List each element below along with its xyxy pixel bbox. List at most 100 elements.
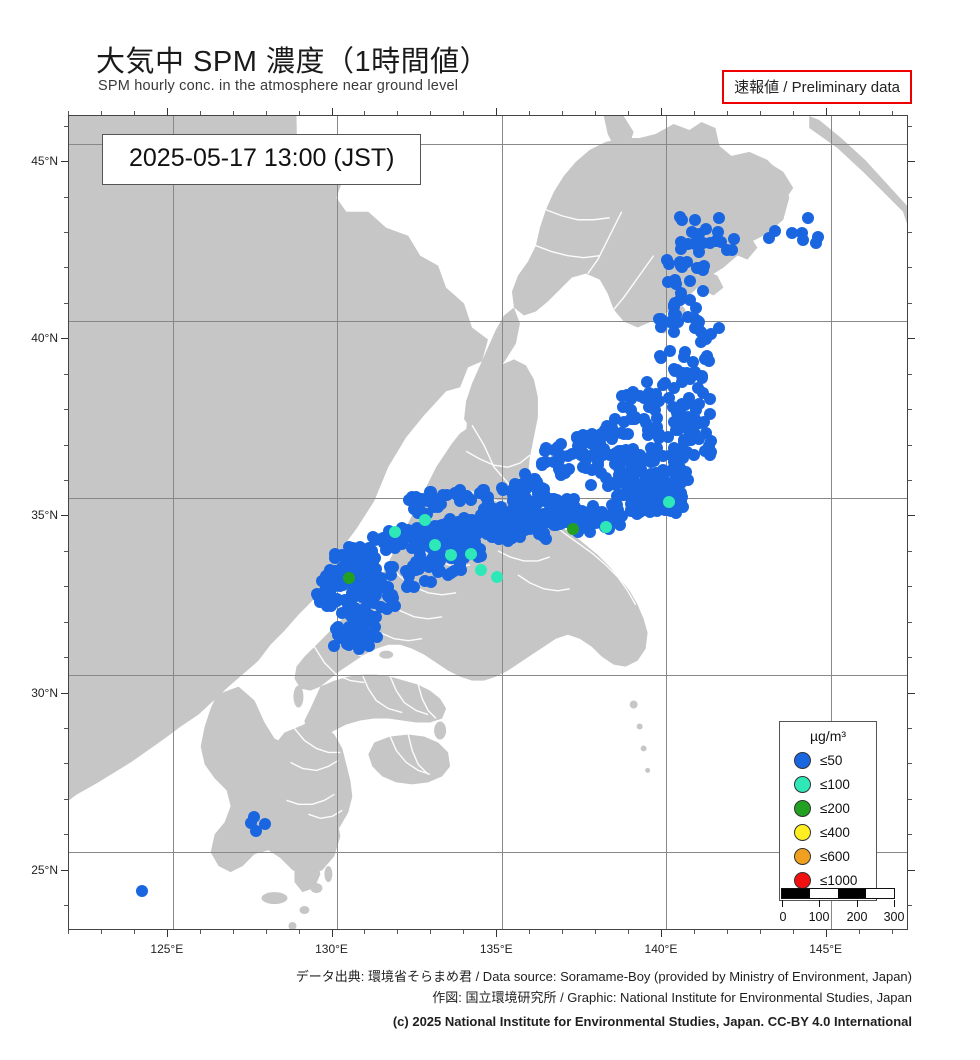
station-marker: [642, 428, 655, 441]
x-tick-minor: [529, 930, 531, 934]
x-tick-minor: [463, 930, 465, 934]
station-marker: [614, 466, 627, 479]
station-marker: [678, 445, 691, 458]
footer-copyright: (c) 2025 National Institute for Environm…: [392, 1014, 912, 1029]
station-marker: [384, 591, 397, 604]
scale-bar-tick-label: 200: [846, 910, 868, 924]
station-marker: [422, 561, 435, 574]
station-marker: [336, 548, 349, 561]
station-marker: [696, 370, 709, 383]
y-tick-minor-right: [908, 373, 912, 375]
x-tick-minor-top: [265, 111, 267, 115]
scale-bar-segment: [782, 889, 810, 898]
y-tick-major: [61, 869, 68, 871]
x-tick-minor: [858, 930, 860, 934]
station-marker: [617, 401, 630, 414]
legend: µg/m³ ≤50 ≤100 ≤200 ≤400 ≤600 ≤1000: [779, 721, 877, 901]
y-tick-minor: [64, 231, 68, 233]
station-marker: [796, 234, 809, 247]
legend-swatch-icon: [794, 775, 811, 793]
station-marker: [662, 431, 675, 444]
station-marker: [650, 505, 663, 518]
station-marker: [445, 549, 458, 562]
station-marker: [136, 885, 149, 897]
station-marker: [491, 570, 504, 583]
x-tick-major-top: [331, 108, 333, 115]
x-tick-minor: [595, 930, 597, 934]
station-marker: [342, 626, 355, 639]
preliminary-data-badge: 速報値 / Preliminary data: [722, 70, 912, 104]
station-marker: [558, 467, 571, 480]
station-marker: [621, 388, 634, 401]
station-marker: [331, 592, 344, 605]
station-marker: [687, 355, 700, 368]
station-marker: [602, 428, 615, 441]
gridline-longitude-140: [666, 116, 667, 929]
station-marker: [577, 451, 590, 464]
station-marker: [609, 446, 622, 459]
x-tick-minor: [298, 930, 300, 934]
y-tick-minor-right: [908, 621, 912, 623]
y-tick-minor-right: [908, 479, 912, 481]
x-tick-minor: [364, 930, 366, 934]
y-tick-minor: [64, 479, 68, 481]
station-marker: [611, 504, 624, 517]
y-tick-minor: [64, 834, 68, 836]
station-marker: [341, 638, 354, 651]
station-marker: [698, 416, 711, 429]
station-marker: [594, 507, 607, 520]
y-axis-label: 35°N: [31, 508, 58, 523]
station-marker: [585, 478, 598, 491]
x-tick-minor: [133, 930, 135, 934]
station-marker: [721, 243, 734, 256]
station-marker: [786, 227, 799, 240]
station-marker: [567, 522, 579, 535]
y-tick-minor: [64, 409, 68, 411]
x-tick-minor-top: [858, 111, 860, 115]
y-tick-minor-right: [908, 444, 912, 446]
station-marker: [477, 503, 490, 516]
station-marker: [622, 428, 635, 441]
station-marker: [685, 225, 698, 238]
station-marker: [323, 567, 336, 580]
station-marker: [431, 500, 444, 513]
legend-item-label: ≤50: [820, 752, 843, 768]
map-plot-area[interactable]: 2025-05-17 13:00 (JST) µg/m³ ≤50 ≤100 ≤2…: [68, 115, 908, 930]
station-marker: [684, 293, 697, 306]
x-tick-minor: [628, 930, 629, 934]
station-marker: [630, 461, 643, 474]
station-marker: [429, 551, 442, 564]
legend-swatch-icon: [794, 751, 811, 769]
gridline-longitude-125: [173, 116, 174, 929]
y-tick-minor: [64, 302, 68, 304]
station-marker: [712, 322, 725, 335]
legend-item: ≤1000: [788, 868, 868, 892]
scale-bar-labels: 0 100 200 300 km: [780, 910, 905, 924]
station-marker: [663, 316, 676, 329]
y-tick-minor-right: [908, 586, 912, 588]
station-marker: [599, 521, 612, 534]
station-marker: [662, 496, 675, 509]
legend-swatch-icon: [794, 847, 811, 865]
station-marker: [683, 274, 696, 287]
y-tick-minor: [64, 550, 68, 552]
y-tick-minor-right: [908, 125, 912, 127]
station-marker: [699, 427, 712, 440]
y-tick-major: [61, 161, 68, 163]
y-tick-minor-right: [908, 231, 912, 233]
station-marker: [497, 484, 510, 497]
station-marker: [688, 448, 701, 461]
station-marker: [600, 472, 613, 485]
station-marker: [448, 525, 461, 538]
station-marker: [343, 572, 355, 585]
x-tick-major: [660, 930, 662, 937]
station-marker: [464, 547, 477, 560]
station-marker: [536, 457, 549, 470]
legend-swatch-icon: [794, 871, 811, 889]
station-marker: [366, 531, 379, 544]
y-tick-minor: [64, 444, 68, 446]
station-marker: [644, 442, 657, 455]
x-tick-minor-top: [463, 111, 465, 115]
x-tick-minor-top: [199, 111, 201, 115]
y-tick-minor-right: [908, 267, 912, 269]
